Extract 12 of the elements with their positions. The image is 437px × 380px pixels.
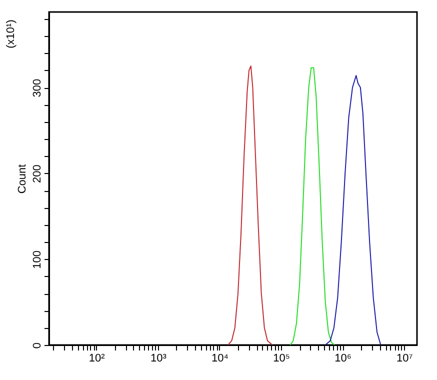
y-tick-label: 200	[32, 164, 44, 184]
x-tick-label: 10⁵	[273, 352, 290, 364]
text: (x10¹)	[5, 20, 17, 48]
x-tick-label: 10²	[88, 352, 106, 364]
x-tick-label: 10³	[150, 352, 167, 364]
x-tick-label: 10⁶	[334, 352, 352, 364]
y-tick-label: 0	[32, 342, 44, 349]
x-tick-label: 10⁷	[396, 352, 413, 364]
x-tick-label: 10⁴	[211, 352, 229, 364]
y-tick-label: 100	[32, 250, 44, 269]
y-tick-label: 300	[32, 78, 44, 98]
y-axis-title: Count	[16, 164, 28, 194]
